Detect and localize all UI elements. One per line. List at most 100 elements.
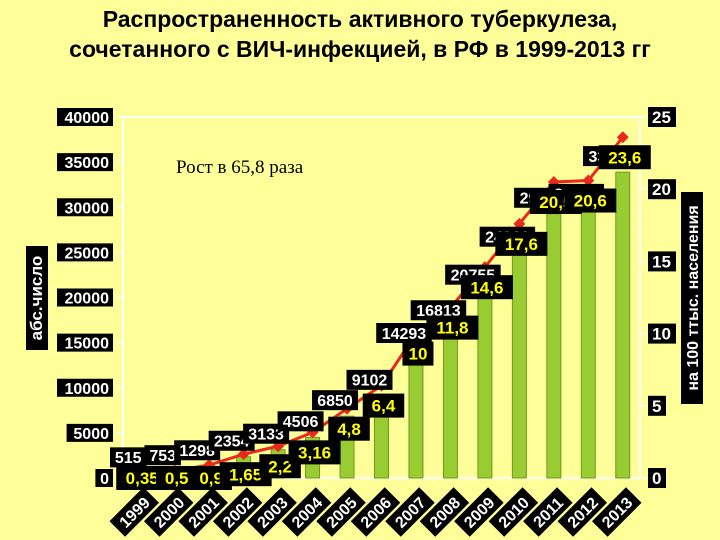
x-tick-box [488, 487, 539, 537]
bar [615, 171, 631, 479]
y-tick-right-label: 0 [652, 469, 661, 488]
bar [580, 209, 596, 479]
x-tick-group: 2012 [557, 487, 608, 537]
x-tick-box [350, 487, 401, 537]
x-tick-group: 2007 [385, 487, 435, 537]
bar-value-label-box [109, 447, 147, 468]
y-tick-right-label: 25 [652, 108, 671, 127]
y-tick-left-box [57, 243, 113, 262]
x-tick-group: 2009 [454, 487, 504, 537]
y-tick-left-box [57, 108, 113, 126]
rate-value-label: 11,8 [436, 319, 468, 338]
bar-value-label: 753 [149, 448, 176, 465]
rate-value-label: 10 [409, 345, 428, 364]
rate-value-label-box [426, 315, 479, 340]
y-tick-right-box [648, 179, 676, 200]
y-tick-right-box [648, 323, 676, 344]
rate-value-label: 3,16 [298, 443, 331, 462]
rate-value-label: 0,5 [165, 469, 189, 488]
y-tick-left-box [66, 423, 113, 442]
bar-value-label-box [277, 411, 324, 432]
x-tick-box [109, 487, 159, 537]
y-tick-left-label: 5000 [73, 426, 109, 443]
y-tick-left-label: 15000 [65, 336, 110, 353]
y-tick-left-box [57, 378, 113, 397]
y-tick-right-box [648, 251, 676, 272]
bar-value-label: 1298 [179, 443, 215, 460]
y-tick-right-box [648, 107, 676, 127]
x-tick-group: 2011 [523, 487, 573, 537]
rate-value-label-box [362, 393, 405, 418]
x-tick-group: 2013 [592, 487, 642, 537]
bar-value-label-box [144, 445, 181, 466]
bar-value-label-box [312, 390, 359, 411]
rate-value-label: 14,6 [470, 278, 503, 297]
rate-point [582, 174, 595, 187]
x-tick-box [316, 487, 366, 537]
rate-value-label: 20,6 [574, 192, 607, 211]
x-tick-box [592, 487, 642, 537]
bar-value-label-box [410, 300, 467, 321]
y-tick-left-label: 20000 [65, 291, 110, 308]
x-tick-group: 2004 [281, 487, 332, 537]
rate-value-label: 2,2 [268, 457, 292, 476]
chart-title-line-2: сочетанного с ВИЧ-инфекцией, в РФ в 1999… [69, 36, 651, 62]
growth-annotation: Рост в 65,8 раза [176, 157, 304, 178]
x-tick-box [281, 487, 332, 537]
rate-value-label: 0,9 [199, 469, 223, 488]
bar [546, 213, 562, 479]
y-tick-left-box [57, 333, 113, 352]
bar [477, 290, 493, 479]
rate-value-label-box [328, 416, 370, 441]
x-tick-group: 2003 [247, 487, 297, 537]
y-tick-left-box [95, 469, 113, 487]
rate-value-label: 23,6 [608, 148, 641, 167]
bar-value-label: 3133 [248, 426, 284, 443]
rate-value-label: 20,5 [539, 193, 572, 212]
y-tick-left-label: 35000 [65, 155, 110, 172]
x-tick-group: 2005 [316, 487, 366, 537]
rate-point [237, 448, 250, 461]
x-tick-box [247, 487, 297, 537]
x-tick-group: 2006 [350, 487, 401, 537]
bar-value-label-box [376, 323, 432, 344]
rate-value-label-box [288, 440, 341, 465]
x-tick-box [143, 487, 194, 537]
y-tick-right-label: 5 [652, 397, 661, 416]
bar [408, 348, 424, 479]
y-tick-left-label: 40000 [65, 110, 110, 127]
y-tick-left-box [57, 153, 113, 172]
x-tick-box [557, 487, 608, 537]
rate-value-label: 0,35 [126, 469, 159, 488]
y-tick-right-box [648, 468, 666, 488]
rate-value-label-box [402, 341, 434, 366]
chart-title-line-1: Распространенность активного туберкулеза… [102, 6, 618, 32]
rate-value-label: 6,4 [372, 397, 396, 416]
y-tick-right-label: 15 [652, 252, 671, 271]
rate-value-label: 4,8 [337, 420, 361, 439]
y-axis-left-title-box [26, 246, 48, 350]
y-tick-right-label: 10 [652, 325, 671, 344]
bar-value-label: 4506 [283, 414, 319, 431]
bar-value-label: 9102 [352, 373, 388, 390]
bar-value-label: 6850 [317, 393, 353, 410]
x-tick-box [454, 487, 504, 537]
x-tick-group: 2008 [419, 487, 470, 537]
x-tick-box [419, 487, 470, 537]
y-tick-left-label: 0 [100, 471, 109, 488]
x-tick-box [212, 487, 263, 537]
bar-value-label: 515 [115, 450, 142, 467]
rate-value-label-box [598, 145, 651, 170]
x-tick-box [385, 487, 435, 537]
x-tick-group: 2002 [212, 487, 263, 537]
x-tick-group: 2010 [488, 487, 539, 537]
rate-value-label-box [460, 275, 513, 300]
rate-value-label: 17,6 [505, 235, 538, 254]
x-tick-group: 1999 [109, 487, 159, 537]
y-tick-left-box [57, 288, 113, 307]
y-tick-left-label: 10000 [65, 381, 110, 398]
x-tick-group: 2000 [143, 487, 194, 537]
y-tick-right-box [648, 395, 666, 416]
